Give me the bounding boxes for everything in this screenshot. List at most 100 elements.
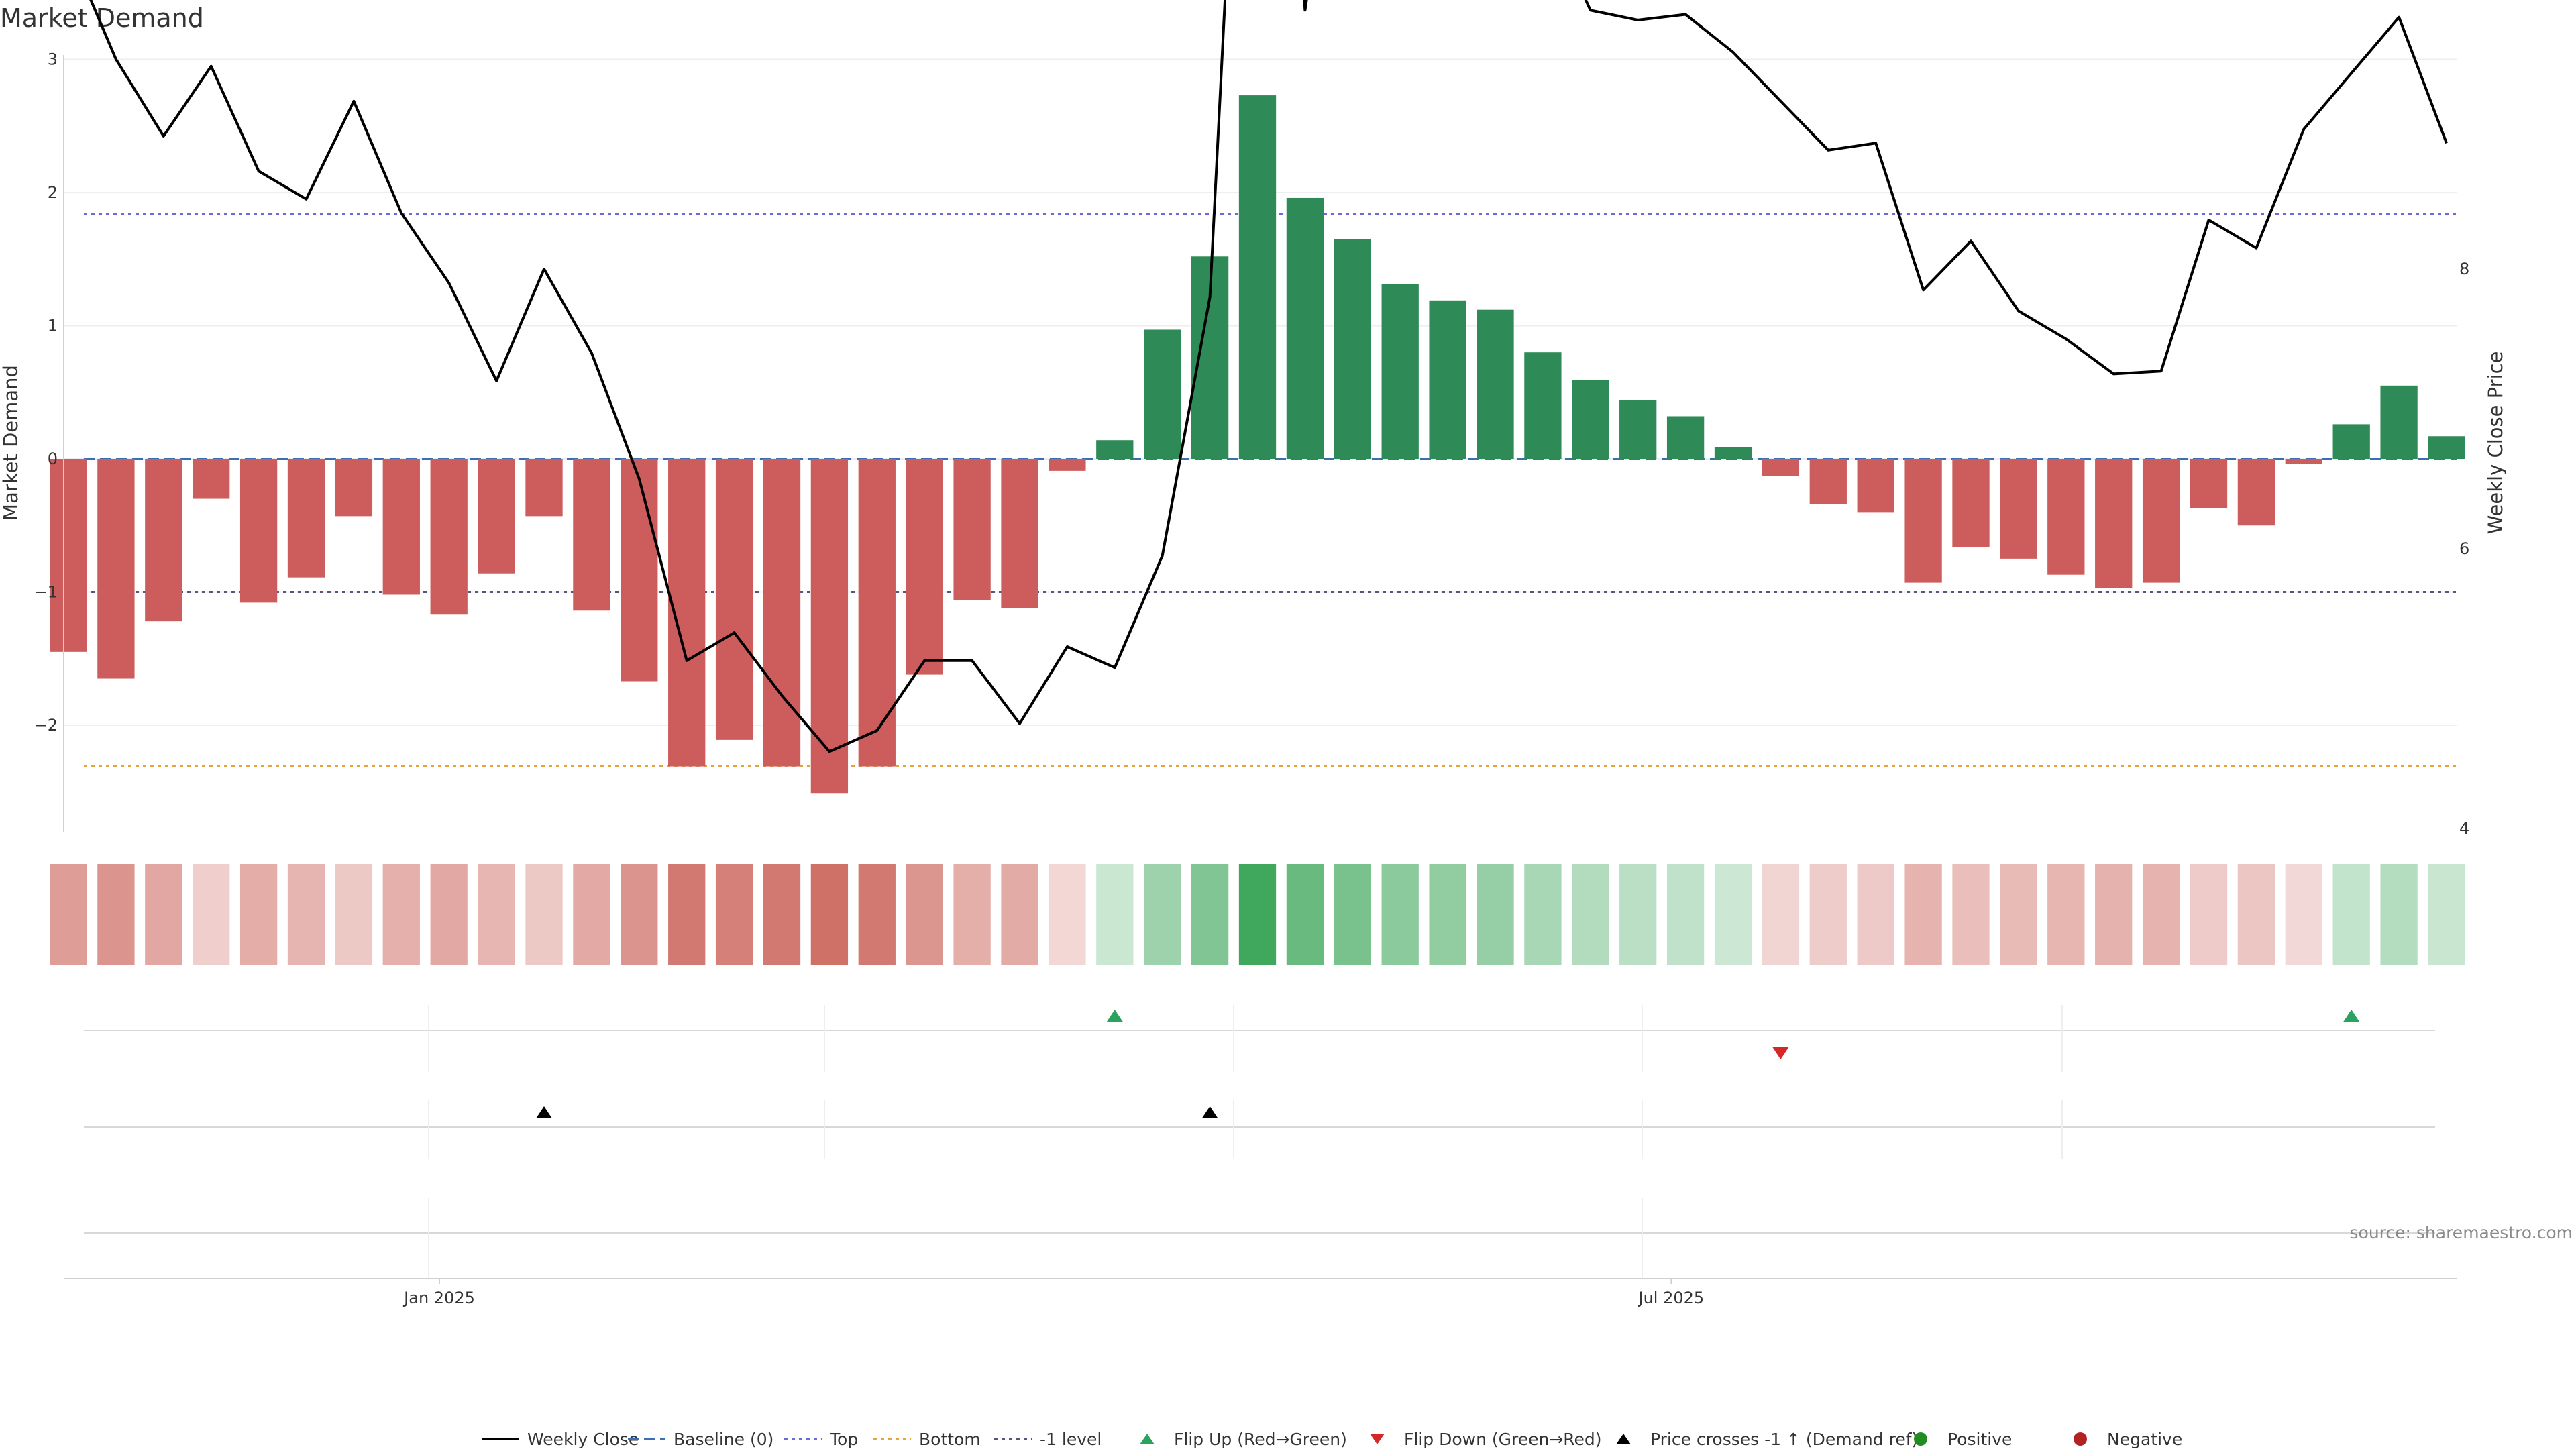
demand-bar xyxy=(1334,239,1371,459)
legend-label: Flip Up (Red→Green) xyxy=(1174,1430,1347,1449)
heat-cell xyxy=(1191,864,1229,965)
source-note: source: sharemaestro.com xyxy=(2350,1223,2573,1242)
heat-cell xyxy=(525,864,563,965)
heat-cell xyxy=(1904,864,1942,965)
heat-cell xyxy=(1477,864,1514,965)
heat-cell xyxy=(430,864,468,965)
right-tick-label: 4 xyxy=(2459,819,2469,838)
left-tick-label: 2 xyxy=(48,183,58,202)
demand-bar xyxy=(2000,459,2037,559)
demand-bar xyxy=(478,459,515,574)
heat-cell xyxy=(2142,864,2180,965)
demand-bar xyxy=(2237,459,2275,526)
right-tick-label: 6 xyxy=(2459,539,2469,558)
flip-up-marker xyxy=(2343,1010,2360,1022)
demand-bar xyxy=(1952,459,1990,547)
demand-bar xyxy=(430,459,468,615)
demand-bar xyxy=(2285,459,2322,464)
right-tick-label: 8 xyxy=(2459,260,2469,278)
legend-item: Price crosses -1 ↑ (Demand ref) xyxy=(1616,1430,1918,1449)
legend-flip-down-swatch xyxy=(1370,1434,1385,1444)
legend-item: Top xyxy=(784,1430,858,1449)
legend-item: Positive xyxy=(1914,1430,2012,1449)
demand-bar xyxy=(1238,95,1277,460)
heat-cell xyxy=(621,864,658,965)
left-tick-label: −2 xyxy=(34,716,58,735)
heat-cell xyxy=(573,864,610,965)
heat-cell xyxy=(1001,864,1038,965)
legend-label: Flip Down (Green→Red) xyxy=(1404,1430,1602,1449)
demand-bar xyxy=(1429,300,1466,459)
demand-bar xyxy=(1572,380,1609,459)
demand-bar xyxy=(2047,459,2085,575)
heat-cell xyxy=(668,864,706,965)
heat-cell xyxy=(1714,864,1752,965)
legend-item: Weekly Close xyxy=(482,1430,639,1449)
right-axis-label: Weekly Close Price xyxy=(2484,352,2507,535)
demand-bar xyxy=(1286,197,1324,459)
x-tick-label: Jul 2025 xyxy=(1637,1289,1704,1307)
heat-cell xyxy=(1144,864,1181,965)
legend: Weekly Close Baseline (0) Top Bottom -1 leve… xyxy=(482,1430,2182,1449)
demand-bar xyxy=(1857,459,1894,513)
demand-bar xyxy=(2428,436,2465,459)
demand-bar xyxy=(1524,352,1562,459)
heat-cell xyxy=(1666,864,1705,965)
demand-bar xyxy=(2380,385,2418,459)
demand-bar xyxy=(239,459,278,603)
demand-bar xyxy=(1809,459,1847,504)
legend-label: Price crosses -1 ↑ (Demand ref) xyxy=(1650,1430,1918,1449)
demand-bar xyxy=(906,459,943,675)
legend-label: Negative xyxy=(2107,1430,2182,1449)
demand-bar xyxy=(2332,424,2370,459)
legend-item: -1 level xyxy=(994,1430,1102,1449)
legend-item: Bottom xyxy=(873,1430,981,1449)
heat-cell xyxy=(2285,864,2322,965)
event-marker-panels xyxy=(84,1005,2435,1279)
demand-bar xyxy=(50,459,87,652)
legend-label: Bottom xyxy=(919,1430,981,1449)
heat-cell xyxy=(810,864,849,965)
left-axis-label: Market Demand xyxy=(0,365,22,521)
legend-label: Positive xyxy=(1947,1430,2012,1449)
legend-positive-swatch xyxy=(1914,1432,1927,1446)
demand-bar xyxy=(1762,459,1800,476)
demand-bar xyxy=(2095,459,2133,588)
heat-cell xyxy=(953,864,991,965)
flip-up-marker xyxy=(1106,1010,1123,1022)
heat-cell xyxy=(1381,864,1419,965)
legend-item: Flip Up (Red→Green) xyxy=(1140,1430,1347,1449)
price-cross-marker xyxy=(536,1106,552,1118)
heat-cell xyxy=(97,864,135,965)
heat-cell xyxy=(1096,864,1134,965)
heat-cell xyxy=(1524,864,1562,965)
heat-cell xyxy=(50,864,87,965)
weekly-close-line xyxy=(89,0,2448,753)
legend-flip-up-swatch xyxy=(1140,1434,1155,1444)
heat-cell xyxy=(1952,864,1990,965)
heat-cell xyxy=(287,864,325,965)
left-tick-label: 0 xyxy=(48,449,58,468)
demand-bar xyxy=(193,459,230,499)
heat-cell xyxy=(1762,864,1800,965)
heat-cell xyxy=(478,864,515,965)
demand-bar xyxy=(335,459,373,517)
heat-cell xyxy=(2428,864,2465,965)
legend-item: Negative xyxy=(2074,1430,2182,1449)
heat-cell xyxy=(1334,864,1371,965)
demand-bar xyxy=(810,459,849,794)
demand-bar xyxy=(525,459,563,517)
legend-price-cross-swatch xyxy=(1616,1434,1631,1444)
demand-bar xyxy=(2190,459,2228,508)
demand-bar xyxy=(1381,284,1419,459)
heat-cell xyxy=(2332,864,2370,965)
demand-bar xyxy=(1144,329,1181,459)
demand-bar xyxy=(573,459,610,611)
heat-cell xyxy=(2095,864,2133,965)
legend-label: -1 level xyxy=(1040,1430,1102,1449)
demand-bar xyxy=(1096,440,1134,459)
demand-bar xyxy=(715,459,753,740)
demand-bar xyxy=(1049,459,1086,471)
demand-bar xyxy=(97,459,135,679)
